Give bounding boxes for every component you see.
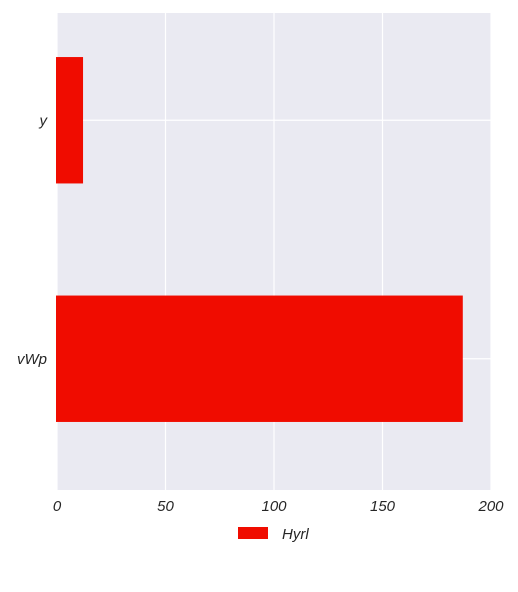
x-tick-label: 50 — [157, 498, 174, 515]
bars — [56, 57, 463, 422]
bar-y — [56, 57, 84, 184]
legend-swatch — [238, 527, 268, 539]
x-tick-label: 200 — [477, 498, 504, 515]
x-tick-labels: 0 50 100 150 200 — [53, 498, 504, 515]
bar-vWp — [56, 295, 463, 422]
x-tick-label: 0 — [53, 498, 62, 515]
y-tick-label: y — [39, 112, 49, 129]
y-tick-label: vWp — [17, 351, 47, 368]
x-tick-label: 100 — [261, 498, 287, 515]
x-tick-label: 150 — [370, 498, 396, 515]
legend-label: Hyrl — [282, 526, 309, 543]
y-tick-labels: y vWp — [17, 112, 49, 368]
legend: Hyrl — [238, 526, 309, 543]
